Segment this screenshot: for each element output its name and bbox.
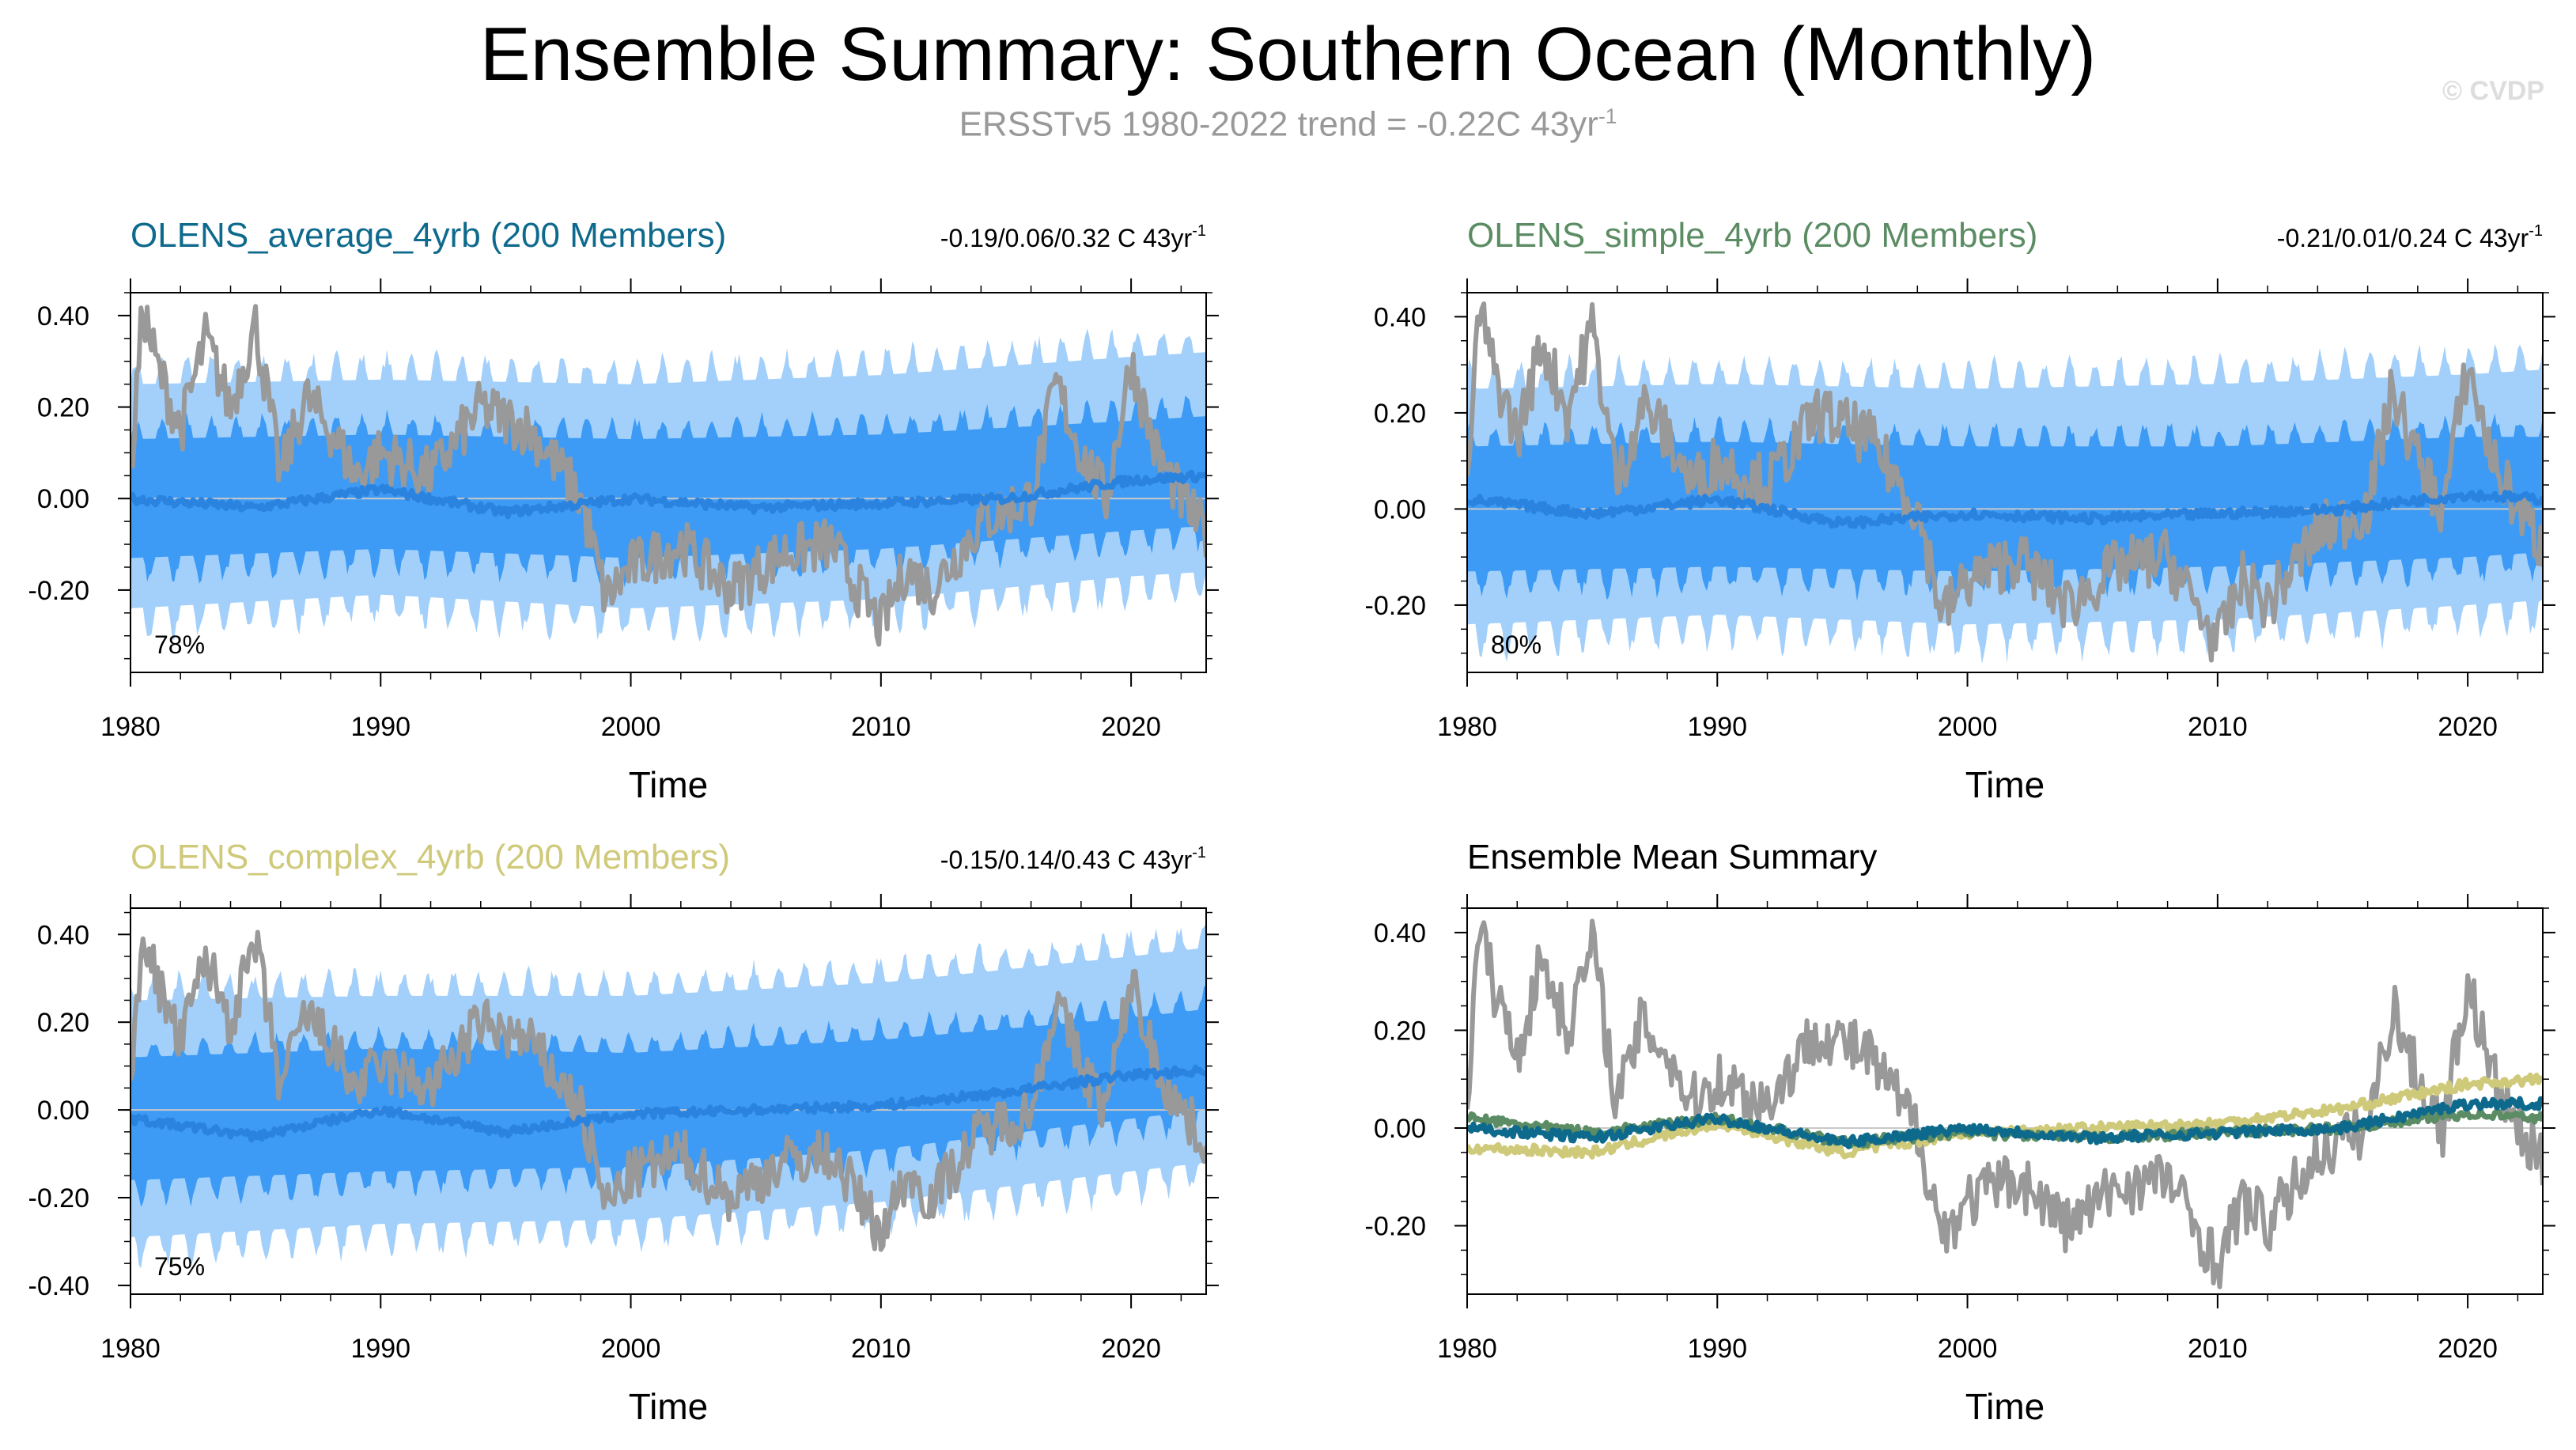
y-tick-label: 0.20 <box>1374 399 1426 429</box>
series-line-ersstv5 <box>131 929 1206 1252</box>
trend-text: -0.19/0.06/0.32 C 43yr <box>940 224 1193 252</box>
y-tick-label: -0.40 <box>28 1271 90 1301</box>
series-line-olens-average-4yrb <box>1467 1096 2543 1149</box>
panel-title: OLENS_simple_4yrb (200 Members) <box>1467 216 2037 255</box>
y-tick-label: 0.00 <box>37 1096 89 1126</box>
y-tick-label: 0.40 <box>1374 918 1426 948</box>
plot-frame <box>130 907 1207 1295</box>
plot-frame <box>1466 292 2544 673</box>
x-tick-label: 2020 <box>1101 712 1161 742</box>
figure-title: Ensemble Summary: Southern Ocean (Monthl… <box>479 12 2097 97</box>
y-tick-label: 0.00 <box>1374 494 1426 524</box>
subtitle-text: ERSSTv5 1980-2022 trend = -0.22C 43yr <box>959 104 1598 144</box>
y-tick-label: 0.40 <box>1374 302 1426 332</box>
plot-frame <box>1466 907 2544 1295</box>
x-tick-label: 1990 <box>1687 1334 1747 1364</box>
x-tick-label: 1990 <box>350 1334 410 1364</box>
x-axis-label: Time <box>629 1386 709 1427</box>
plot-frame <box>130 292 1207 673</box>
trend-superscript: -1 <box>1192 222 1206 240</box>
y-tick-label: 0.00 <box>1374 1114 1426 1144</box>
panel-title: OLENS_complex_4yrb (200 Members) <box>131 838 730 876</box>
x-tick-label: 1980 <box>1437 712 1497 742</box>
x-tick-label: 2010 <box>851 1334 911 1364</box>
x-tick-label: 2020 <box>1101 1334 1161 1364</box>
x-tick-label: 2010 <box>851 712 911 742</box>
panel-top-left: 0.40 0.20 0.00 -0.20 1980 1990 2000 2010 2020 Tim… <box>28 216 1219 805</box>
plot-area <box>131 304 1206 647</box>
x-tick-label: 2020 <box>2438 712 2498 742</box>
x-axis-label: Time <box>629 764 709 805</box>
x-tick-label: 2000 <box>1938 1334 1998 1364</box>
x-tick-label: 2000 <box>601 1334 661 1364</box>
band-inner <box>131 986 1206 1207</box>
copyright-label: © CVDP <box>2442 76 2544 106</box>
percent-label: 78% <box>154 630 205 659</box>
x-tick-label: 1980 <box>1437 1334 1497 1364</box>
x-axis-label: Time <box>1965 1386 2045 1427</box>
x-tick-label: 2020 <box>2438 1334 2498 1364</box>
y-tick-label: 0.40 <box>37 301 89 331</box>
y-tick-label: -0.20 <box>28 1183 90 1213</box>
x-tick-label: 1990 <box>1687 712 1747 742</box>
panel-trend-label: -0.21/0.01/0.24 C 43yr-1 <box>2277 222 2543 252</box>
y-tick-label: 0.00 <box>37 484 89 514</box>
trend-superscript: -1 <box>2529 222 2543 240</box>
trend-superscript: -1 <box>1192 844 1206 861</box>
x-tick-label: 1980 <box>100 712 161 742</box>
y-tick-label: -0.20 <box>1365 1212 1427 1242</box>
x-tick-label: 1980 <box>100 1334 161 1364</box>
band-inner <box>1467 413 2543 601</box>
x-tick-label: 2000 <box>1938 712 1998 742</box>
series-line-ensemble-mean <box>1467 489 2543 530</box>
x-tick-label: 2010 <box>2188 712 2248 742</box>
figure-subtitle: ERSSTv5 1980-2022 trend = -0.22C 43yr-1 <box>0 104 2576 145</box>
x-tick-label: 1990 <box>350 712 410 742</box>
panel-trend-label: -0.19/0.06/0.32 C 43yr-1 <box>940 222 1206 252</box>
panel-bottom-left: 0.40 0.20 0.00 -0.20 -0.40 1980 1990 2000 2010 20… <box>28 838 1219 1427</box>
series-line-ensemble-mean <box>131 1064 1206 1143</box>
y-tick-label: -0.20 <box>28 576 90 606</box>
trend-text: -0.21/0.01/0.24 C 43yr <box>2277 224 2529 252</box>
band-inner <box>131 395 1206 588</box>
series-line-ersstv5 <box>131 304 1206 647</box>
y-tick-label: -0.20 <box>1365 591 1427 621</box>
panel-bottom-right: 0.40 0.20 0.00 -0.20 1980 1990 2000 2010 2020 Tim… <box>1365 838 2555 1427</box>
percent-label: 75% <box>154 1252 205 1281</box>
x-axis-label: Time <box>1965 764 2045 805</box>
plot-area <box>1467 301 2543 664</box>
plot-area <box>1467 918 2543 1289</box>
y-tick-label: 0.20 <box>1374 1016 1426 1046</box>
series-line-ensemble-mean <box>131 469 1206 520</box>
panel-top-right: 0.40 0.20 0.00 -0.20 1980 1990 2000 2010 2020 Tim… <box>1365 216 2555 805</box>
y-tick-label: 0.40 <box>37 920 89 950</box>
y-tick-label: 0.20 <box>37 1008 89 1038</box>
subtitle-superscript: -1 <box>1598 104 1617 128</box>
series-line-ersstv5 <box>1467 301 2543 663</box>
y-tick-label: 0.20 <box>37 393 89 423</box>
panel-title: OLENS_average_4yrb (200 Members) <box>131 216 726 255</box>
plot-area <box>131 923 1206 1269</box>
percent-label: 80% <box>1491 630 1541 659</box>
trend-text: -0.15/0.14/0.43 C 43yr <box>940 846 1193 874</box>
panel-trend-label: -0.15/0.14/0.43 C 43yr-1 <box>940 844 1206 874</box>
panel-title: Ensemble Mean Summary <box>1467 838 1877 876</box>
x-tick-label: 2010 <box>2188 1334 2248 1364</box>
x-tick-label: 2000 <box>601 712 661 742</box>
